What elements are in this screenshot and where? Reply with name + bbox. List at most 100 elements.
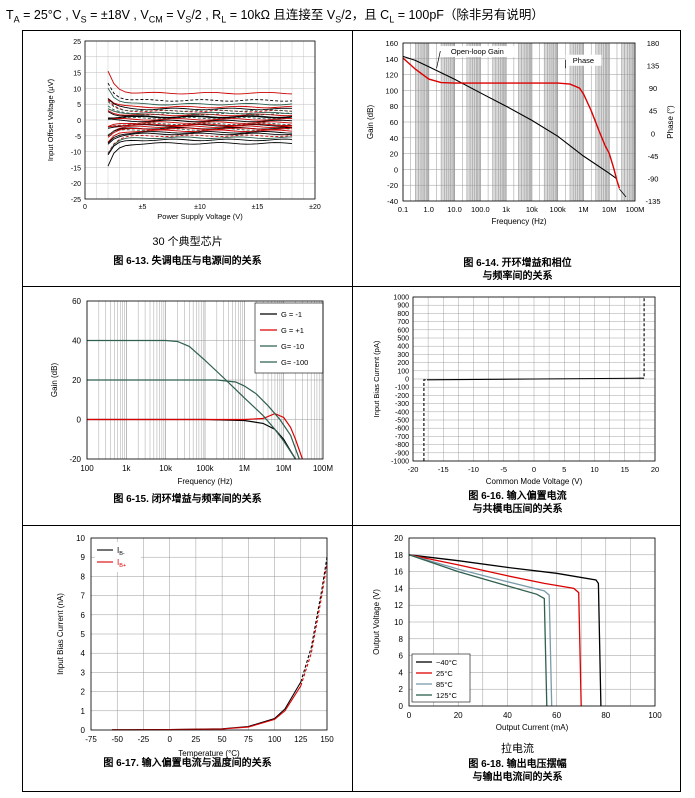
plot-border bbox=[408, 537, 656, 707]
x-tick-label: ±20 bbox=[309, 204, 321, 211]
legend-label: 125°C bbox=[436, 691, 458, 700]
y-tick-label: 14 bbox=[394, 584, 403, 593]
series-line bbox=[108, 115, 293, 119]
x-tick-label: 40 bbox=[503, 711, 512, 720]
y-tick-label: 500 bbox=[397, 336, 409, 343]
figure-6-14: -40 -20 0 20 40 60 80 100 120 140 160 -135 -90 -45 0 45… bbox=[353, 31, 682, 286]
series-line bbox=[107, 98, 293, 109]
chart-open-loop-gain-phase: -40 -20 0 20 40 60 80 100 120 140 160 -135 -90 -45 0 45… bbox=[366, 39, 675, 226]
y-tick-label: 80 bbox=[390, 102, 398, 111]
x-axis-label: Frequency (Hz) bbox=[177, 477, 232, 486]
y-tick-label: 2 bbox=[81, 688, 86, 697]
y-tick-label: 40 bbox=[390, 134, 398, 143]
x-tick-label: 25 bbox=[191, 735, 200, 744]
y-tick-label: 12 bbox=[394, 601, 403, 610]
y-tick-label: -900 bbox=[395, 450, 409, 457]
y-tick-label: 1 bbox=[81, 707, 86, 716]
series-line bbox=[107, 82, 293, 102]
legend-subscript: B- bbox=[119, 551, 125, 557]
x-tick-label: 100 bbox=[268, 735, 282, 744]
y-axis-label: Phase (°) bbox=[666, 105, 675, 139]
x-tick-label: 50 bbox=[218, 735, 227, 744]
series-line bbox=[107, 125, 293, 137]
figure-6-17-caption: 图 6-17. 输入偏置电流与温度间的关系 bbox=[103, 758, 272, 769]
series-line bbox=[426, 377, 642, 381]
y2-tick-label: 90 bbox=[649, 84, 657, 93]
series-line bbox=[107, 118, 293, 123]
series-line bbox=[107, 128, 293, 136]
figure-6-15: -20 0 20 40 60 100 1k 10k 100k 1M 10M 100M G = -1 G =… bbox=[23, 287, 352, 525]
series-line bbox=[107, 132, 293, 145]
legend-label: G = +1 bbox=[281, 326, 304, 335]
x-tick-label: ±10 bbox=[194, 204, 206, 211]
figure-6-15-caption: 图 6-15. 闭环增益与频率间的关系 bbox=[113, 494, 262, 505]
x-tick-label: 80 bbox=[601, 711, 610, 720]
y-tick-label: -300 bbox=[395, 401, 409, 408]
legend-label: G = -1 bbox=[281, 310, 302, 319]
y-tick-label: 200 bbox=[397, 360, 409, 367]
plot-border bbox=[412, 296, 656, 462]
y-tick-label: 60 bbox=[72, 297, 81, 306]
y-axis-label: Input Offset Voltage (µV) bbox=[46, 78, 55, 161]
x-tick-label: 1M bbox=[578, 205, 588, 214]
figure-grid: -25 -20 -15 -10 -5 0 5 10 15 20 25 0 ±5 ±10 ±15 ±20 Inpu… bbox=[22, 30, 681, 792]
x-tick-label: 0 bbox=[532, 465, 536, 474]
series-line bbox=[107, 121, 293, 128]
series-line bbox=[300, 562, 328, 686]
figure-6-16-caption: 图 6-16. 输入偏置电流 与共模电压间的关系 bbox=[468, 491, 567, 515]
chart-bias-current-cm: -1000-900-800-700-600-500-400-300-200-10… bbox=[372, 295, 659, 487]
series-line bbox=[107, 111, 293, 118]
y-tick-label: 400 bbox=[397, 344, 409, 351]
y-axis-label: Input Bias Current (nA) bbox=[56, 593, 65, 675]
x-tick-label: 10 bbox=[590, 465, 598, 474]
annotation-box bbox=[565, 54, 602, 66]
y-tick-label: 15 bbox=[73, 71, 81, 78]
y-tick-label: 0 bbox=[405, 377, 409, 384]
series-line bbox=[107, 118, 292, 121]
x-tick-label: 10M bbox=[276, 464, 292, 473]
y-tick-label: 700 bbox=[397, 319, 409, 326]
series-line bbox=[107, 136, 293, 155]
x-tick-label: 0 bbox=[407, 711, 412, 720]
x-tick-label: 15 bbox=[621, 465, 629, 474]
x-tick-label: -15 bbox=[438, 465, 449, 474]
x-tick-label: 100M bbox=[626, 205, 645, 214]
y-tick-label: 20 bbox=[73, 55, 81, 62]
figure-6-13-note: 30 个典型芯片 bbox=[152, 236, 223, 248]
x-axis-label: Frequency (Hz) bbox=[491, 217, 546, 226]
series-line bbox=[107, 134, 293, 154]
x-tick-label: 125 bbox=[294, 735, 308, 744]
y-tick-label: 160 bbox=[385, 39, 398, 48]
y-tick-label: 6 bbox=[399, 652, 404, 661]
y-tick-label: -20 bbox=[387, 181, 398, 190]
x-tick-label: 100 bbox=[80, 464, 94, 473]
y-tick-label: -15 bbox=[71, 165, 81, 172]
series-line bbox=[107, 127, 293, 138]
series-line bbox=[111, 685, 302, 731]
y-tick-label: 5 bbox=[81, 630, 86, 639]
y-tick-label: 800 bbox=[397, 311, 409, 318]
y-tick-label: -1000 bbox=[391, 459, 409, 466]
y-tick-label: 8 bbox=[399, 635, 404, 644]
y-tick-label: 600 bbox=[397, 327, 409, 334]
figure-6-18: 0 2 4 6 8 10 12 14 16 18 20 0 20 40 60 80 100 −40°C 25°C 85… bbox=[353, 526, 682, 792]
series-line bbox=[107, 138, 293, 156]
grid-divider-vertical bbox=[352, 31, 353, 791]
x-tick-label: -10 bbox=[468, 465, 479, 474]
series-line bbox=[107, 99, 293, 113]
x-tick-label: 1k bbox=[122, 464, 131, 473]
x-tick-label: 10k bbox=[526, 205, 538, 214]
y2-tick-label: 45 bbox=[649, 107, 657, 116]
y-tick-label: -10 bbox=[71, 150, 81, 157]
y-tick-label: 25 bbox=[73, 39, 81, 46]
series-line bbox=[408, 554, 548, 707]
x-tick-label: -20 bbox=[408, 465, 419, 474]
plot-border bbox=[402, 42, 636, 202]
x-tick-label: -25 bbox=[138, 735, 150, 744]
y-tick-label: 4 bbox=[81, 649, 86, 658]
x-tick-label: 20 bbox=[651, 465, 659, 474]
y-tick-label: 1000 bbox=[393, 295, 409, 302]
chart-bias-current-temp: 0 1 2 3 4 5 6 7 8 9 10 -75 -50 -25 0 25 50 75 100 125 150 IB-… bbox=[56, 534, 334, 758]
y-tick-label: 100 bbox=[385, 86, 398, 95]
x-tick-label: -5 bbox=[500, 465, 507, 474]
